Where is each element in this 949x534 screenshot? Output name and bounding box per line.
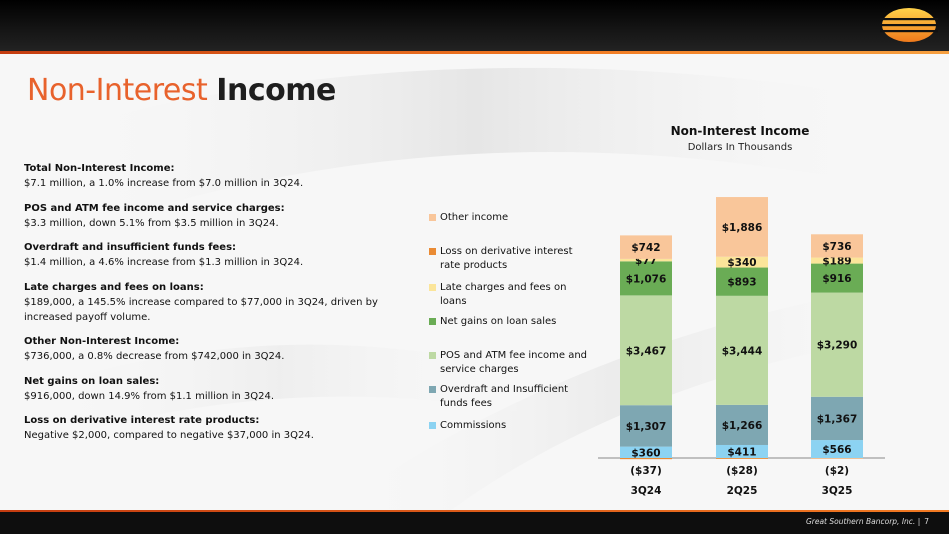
data-label-net-gains-on-loan-sales: $893 bbox=[727, 277, 756, 289]
footer-text: Great Southern Bancorp, Inc. | 7 bbox=[806, 517, 929, 526]
data-label-net-gains-on-loan-sales: $916 bbox=[822, 273, 851, 285]
footer-company: Great Southern Bancorp, Inc. bbox=[805, 517, 916, 526]
data-label-other-income: $1,886 bbox=[722, 222, 763, 234]
legend-label: Other income bbox=[440, 212, 509, 223]
bar-segment-late-charges-and-fees-on-loans bbox=[716, 256, 768, 268]
bar-segment-overdraft-and-insufficient-funds-fees bbox=[811, 396, 863, 441]
legend-swatch bbox=[429, 214, 436, 221]
bar-segment-other-income bbox=[620, 235, 672, 259]
note-body: $1.4 million, a 4.6% increase from $1.3 … bbox=[24, 257, 304, 268]
chart-title: Non-Interest Income bbox=[670, 124, 810, 138]
bar-segment-other-income bbox=[811, 234, 863, 258]
bar-segment-pos-and-atm-fee-income-and-service-charges bbox=[620, 295, 672, 406]
legend-swatch bbox=[429, 386, 436, 393]
data-label-pos-and-atm-fee-income-and-service-charges: $3,467 bbox=[626, 345, 667, 357]
legend-label: Net gains on loan sales bbox=[440, 316, 557, 327]
note-overdraft: Overdraft and insufficient funds fees: $1… bbox=[24, 240, 384, 270]
bar-segment-loss-on-derivative bbox=[716, 458, 768, 459]
data-label-overdraft-and-insufficient-funds-fees: $1,266 bbox=[722, 420, 763, 432]
data-label-net-gains-on-loan-sales: $1,076 bbox=[626, 273, 667, 285]
legend-swatch bbox=[429, 248, 436, 255]
data-label-late-charges-and-fees-on-loans: $189 bbox=[822, 256, 851, 268]
legend-swatch bbox=[429, 352, 436, 359]
note-late-charges: Late charges and fees on loans: $189,000,… bbox=[24, 280, 384, 325]
legend-label: Late charges and fees on loans bbox=[440, 282, 567, 307]
note-body: $916,000, down 14.9% from $1.1 million i… bbox=[24, 390, 274, 402]
bar-segment-commissions bbox=[811, 440, 863, 458]
note-other: Other Non-Interest Income: $736,000, a 0.… bbox=[24, 334, 384, 364]
note-heading: Net gains on loan sales: bbox=[24, 375, 160, 387]
data-label-commissions: $360 bbox=[631, 447, 660, 459]
data-label-late-charges-and-fees-on-loans: $340 bbox=[727, 257, 756, 269]
data-label-commissions: $411 bbox=[727, 446, 756, 458]
note-heading: POS and ATM fee income and service charg… bbox=[24, 202, 285, 214]
data-label-pos-and-atm-fee-income-and-service-charges: $3,290 bbox=[817, 340, 858, 352]
bar-segment-overdraft-and-insufficient-funds-fees bbox=[716, 404, 768, 445]
note-pos-atm: POS and ATM fee income and service charg… bbox=[24, 201, 384, 231]
page-title: Non-Interest Income bbox=[27, 73, 336, 108]
note-heading: Loss on derivative interest rate product… bbox=[24, 415, 260, 426]
footer-separator: | bbox=[917, 517, 921, 526]
note-loan-sales: Net gains on loan sales: $916,000, down 1… bbox=[24, 374, 384, 404]
data-label-pos-and-atm-fee-income-and-service-charges: $3,444 bbox=[722, 345, 763, 357]
page-number: 7 bbox=[924, 517, 929, 526]
data-label-other-income: $736 bbox=[822, 241, 851, 253]
header-accent-line bbox=[0, 51, 949, 54]
bar-segment-net-gains-on-loan-sales bbox=[716, 267, 768, 296]
data-label-loss-on-derivative: ($2) bbox=[825, 465, 849, 477]
note-body: $3.3 million, down 5.1% from $3.5 millio… bbox=[24, 217, 279, 229]
x-tick-label: 2Q25 bbox=[727, 485, 758, 497]
legend-swatch bbox=[429, 318, 436, 325]
data-label-loss-on-derivative: ($37) bbox=[630, 465, 662, 477]
bar-segment-other-income bbox=[716, 197, 768, 257]
data-label-commissions: $566 bbox=[822, 444, 851, 456]
data-label-overdraft-and-insufficient-funds-fees: $1,307 bbox=[626, 421, 667, 433]
note-body: $7.1 million, a 1.0% increase from $7.0 … bbox=[24, 178, 304, 189]
x-tick-label: 3Q25 bbox=[822, 485, 853, 497]
note-body: $736,000, a 0.8% decrease from $742,000 … bbox=[24, 351, 285, 362]
bar-segment-loss-on-derivative bbox=[811, 458, 863, 459]
bar-segment-net-gains-on-loan-sales bbox=[811, 263, 863, 293]
legend-label: Overdraft and Insufficient funds fees bbox=[440, 384, 569, 409]
bar-segment-pos-and-atm-fee-income-and-service-charges bbox=[811, 292, 863, 397]
data-label-overdraft-and-insufficient-funds-fees: $1,367 bbox=[817, 413, 858, 425]
legend-label: Commissions bbox=[440, 420, 507, 431]
legend-label: Loss on derivative interest rate product… bbox=[440, 246, 573, 271]
footer-accent-line bbox=[0, 510, 949, 512]
footer-bar bbox=[0, 512, 949, 534]
bar-segment-overdraft-and-insufficient-funds-fees bbox=[620, 405, 672, 447]
page-title-light: Non-Interest bbox=[27, 73, 208, 108]
legend-swatch bbox=[429, 284, 436, 291]
note-heading: Late charges and fees on loans: bbox=[24, 281, 204, 293]
bar-segment-late-charges-and-fees-on-loans bbox=[620, 258, 672, 262]
bar-segment-commissions bbox=[620, 446, 672, 458]
x-tick-label: 3Q24 bbox=[631, 485, 662, 497]
chart-subtitle: Dollars In Thousands bbox=[687, 142, 793, 153]
legend-swatch bbox=[429, 422, 436, 429]
data-label-other-income: $742 bbox=[631, 242, 660, 254]
bar-segment-pos-and-atm-fee-income-and-service-charges bbox=[716, 295, 768, 405]
note-body: Negative $2,000, compared to negative $3… bbox=[24, 430, 314, 441]
notes-panel: Total Non-Interest Income: $7.1 million, … bbox=[24, 161, 384, 453]
bar-segment-late-charges-and-fees-on-loans bbox=[811, 257, 863, 264]
page-title-bold: Income bbox=[216, 73, 336, 108]
legend-label: POS and ATM fee income and service charg… bbox=[440, 350, 588, 375]
data-label-loss-on-derivative: ($28) bbox=[726, 465, 758, 477]
note-heading: Total Non-Interest Income: bbox=[24, 163, 175, 174]
company-logo-icon bbox=[880, 8, 938, 42]
note-derivative: Loss on derivative interest rate product… bbox=[24, 413, 384, 443]
note-heading: Other Non-Interest Income: bbox=[24, 336, 180, 347]
bar-segment-commissions bbox=[716, 444, 768, 458]
note-total: Total Non-Interest Income: $7.1 million, … bbox=[24, 161, 384, 191]
bar-segment-net-gains-on-loan-sales bbox=[620, 261, 672, 296]
note-heading: Overdraft and insufficient funds fees: bbox=[24, 242, 237, 253]
bar-segment-loss-on-derivative bbox=[620, 458, 672, 460]
header-bar bbox=[0, 0, 949, 52]
note-body: $189,000, a 145.5% increase compared to … bbox=[24, 296, 378, 323]
